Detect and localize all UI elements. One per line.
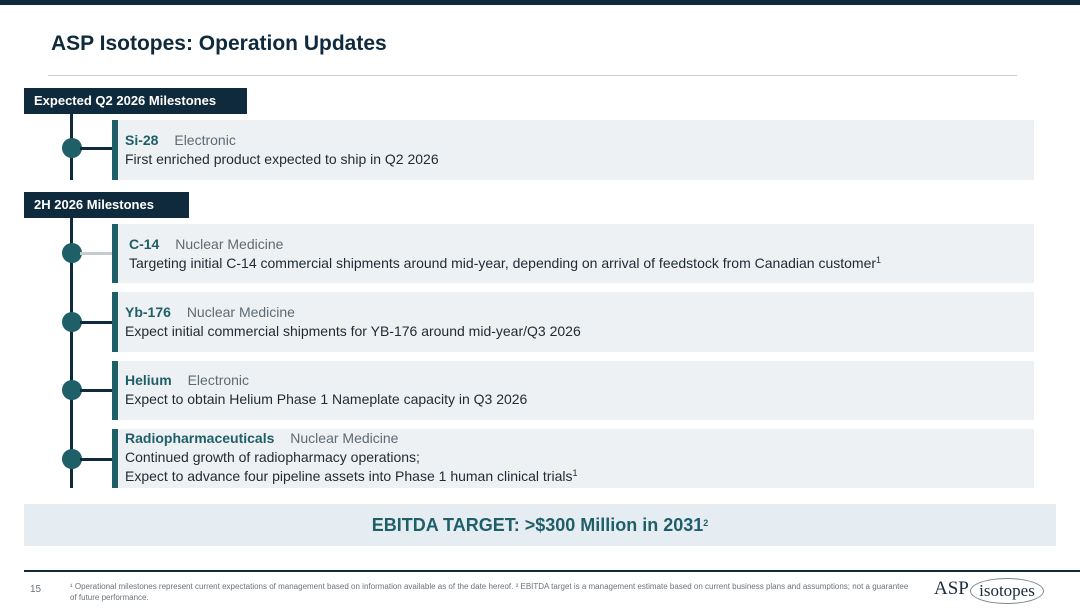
page-title: ASP Isotopes: Operation Updates [51,32,387,55]
timeline-connector [80,458,114,461]
milestone-category: Electronic [174,132,236,148]
milestone-text: Expect to advance four pipeline assets i… [125,468,578,484]
milestone-text: Expect to obtain Helium Phase 1 Nameplat… [125,391,528,407]
milestone-category: Nuclear Medicine [175,236,284,252]
footnote-mark: 1 [572,468,578,478]
title-divider [48,75,1017,76]
milestone-text: Targeting initial C-14 commercial shipme… [129,255,882,271]
milestone-category: Nuclear Medicine [290,430,399,446]
footnotes: ¹ Operational milestones represent curre… [70,582,909,602]
timeline-connector [80,389,114,392]
timeline-node [62,312,82,332]
milestone-name: Helium [125,372,172,388]
section-label-2h: 2H 2026 Milestones [24,192,189,218]
milestone-card-helium: Helium Electronic Expect to obtain Heliu… [112,361,1034,420]
top-bar [0,0,1080,5]
milestone-name: Radiopharmaceuticals [125,430,275,446]
timeline-node [62,138,82,158]
milestone-category: Electronic [187,372,250,388]
milestone-name: Si-28 [125,132,159,148]
footer-divider [24,570,1080,572]
timeline-connector [80,252,114,255]
footnote-mark: 1 [876,255,882,265]
milestone-text: First enriched product expected to ship … [125,151,439,167]
milestone-card-c14: C-14 Nuclear Medicine Targeting initial … [112,224,1034,283]
timeline-connector [80,321,114,324]
timeline-line-2h [70,218,73,488]
milestone-card-yb176: Yb-176 Nuclear Medicine Expect initial c… [112,292,1034,352]
milestone-card-radiopharmaceuticals: Radiopharmaceuticals Nuclear Medicine Co… [112,429,1034,488]
milestone-category: Nuclear Medicine [186,304,295,320]
milestone-name: Yb-176 [125,304,171,320]
timeline-node [62,243,82,263]
milestone-card-si28: Si-28 Electronic First enriched product … [112,120,1034,180]
footnote-mark: 2 [703,518,709,528]
timeline-connector [80,147,114,150]
timeline-node [62,449,82,469]
page-number: 15 [30,584,42,595]
logo-text-isotopes: isotopes [970,578,1044,604]
logo-text-asp: ASP [934,578,969,599]
milestone-text: Continued growth of radiopharmacy operat… [125,449,420,465]
milestone-name: C-14 [129,236,160,252]
timeline-node [62,380,82,400]
company-logo: ASP isotopes [934,576,1046,604]
milestone-text: Expect initial commercial shipments for … [125,323,581,339]
ebitda-target-banner: EBITDA TARGET: >$300 Million in 20312 [24,504,1056,546]
section-label-q2: Expected Q2 2026 Milestones [24,88,247,114]
